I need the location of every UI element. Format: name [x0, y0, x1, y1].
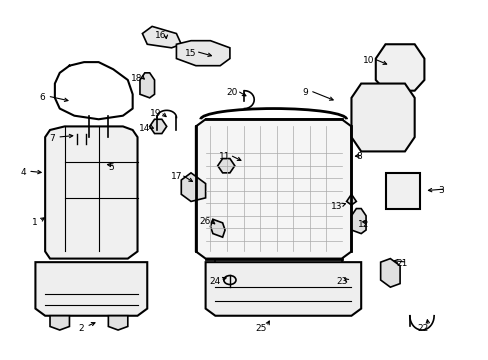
- Text: 1: 1: [32, 219, 37, 228]
- Text: 19: 19: [150, 109, 162, 118]
- Polygon shape: [215, 258, 341, 262]
- Text: 16: 16: [155, 31, 166, 40]
- Polygon shape: [217, 158, 234, 173]
- Text: 18: 18: [131, 74, 142, 83]
- Text: 21: 21: [396, 260, 407, 269]
- Polygon shape: [35, 262, 147, 316]
- Text: 9: 9: [302, 88, 307, 97]
- Text: 24: 24: [209, 277, 221, 286]
- Text: 10: 10: [362, 56, 373, 65]
- Text: 8: 8: [355, 152, 361, 161]
- Polygon shape: [351, 84, 414, 152]
- Polygon shape: [108, 316, 127, 330]
- Text: 25: 25: [255, 324, 266, 333]
- Text: 3: 3: [438, 186, 444, 195]
- Text: 17: 17: [170, 172, 182, 181]
- Polygon shape: [351, 208, 366, 234]
- Text: 13: 13: [330, 202, 342, 211]
- Text: 26: 26: [199, 217, 210, 226]
- Text: 23: 23: [335, 277, 346, 286]
- Text: 5: 5: [108, 163, 113, 172]
- Polygon shape: [142, 26, 181, 48]
- Polygon shape: [196, 119, 351, 258]
- Text: 11: 11: [219, 152, 230, 161]
- Polygon shape: [380, 258, 399, 287]
- Text: 22: 22: [417, 324, 428, 333]
- Polygon shape: [346, 194, 356, 205]
- Text: 4: 4: [20, 168, 26, 177]
- Text: 20: 20: [226, 88, 238, 97]
- Text: 12: 12: [357, 220, 368, 229]
- Polygon shape: [375, 44, 424, 91]
- Polygon shape: [210, 219, 224, 237]
- Polygon shape: [181, 173, 205, 202]
- Polygon shape: [176, 41, 229, 66]
- Polygon shape: [45, 126, 137, 258]
- Polygon shape: [140, 73, 154, 98]
- Polygon shape: [205, 262, 361, 316]
- Text: 15: 15: [185, 49, 196, 58]
- Polygon shape: [149, 119, 166, 134]
- Polygon shape: [50, 316, 69, 330]
- Polygon shape: [385, 173, 419, 208]
- Text: 14: 14: [139, 124, 150, 133]
- Text: 7: 7: [49, 134, 55, 143]
- Text: 6: 6: [40, 93, 45, 102]
- Text: 2: 2: [79, 324, 84, 333]
